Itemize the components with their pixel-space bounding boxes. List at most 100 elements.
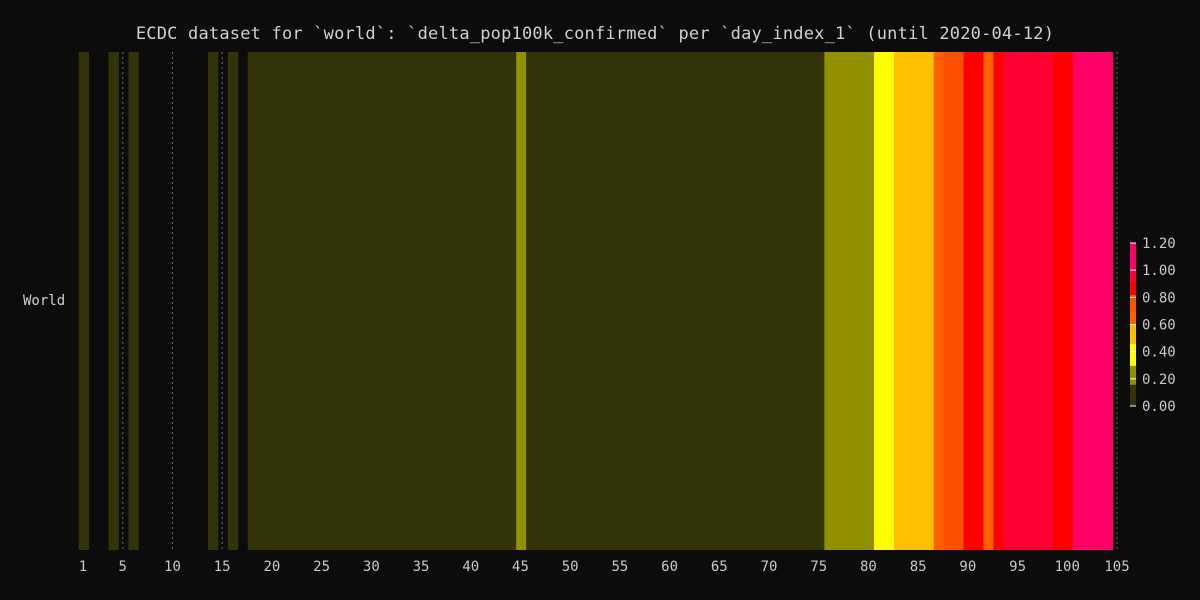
heatmap-cell-day-89 [953, 52, 964, 550]
heatmap-cell-day-4 [108, 52, 119, 550]
heatmap-cell-day-71 [774, 52, 785, 550]
colorbar-segment [1130, 332, 1136, 336]
heatmap-cell-day-52 [585, 52, 597, 550]
x-tick-label: 55 [611, 559, 628, 575]
heatmap-cell-day-14 [207, 52, 219, 550]
heatmap-cell-day-84 [903, 52, 915, 550]
colorbar-tick-label: 0.60 [1142, 318, 1176, 334]
heatmap-cell-day-26 [327, 52, 338, 550]
heatmap-cell-day-60 [665, 52, 676, 550]
x-tick-label: 50 [562, 559, 579, 575]
colorbar-segment [1130, 359, 1136, 364]
colorbar-segment [1130, 362, 1136, 366]
heatmap-cell-day-100 [1062, 52, 1074, 550]
colorbar-segment [1130, 343, 1136, 347]
colorbar-segment [1130, 243, 1136, 247]
x-tick-label: 25 [313, 559, 330, 575]
heatmap-cell-day-32 [386, 52, 398, 550]
colorbar-segment [1130, 340, 1136, 345]
colorbar-segment [1130, 297, 1136, 301]
heatmap-cell-day-48 [545, 52, 557, 550]
colorbar-segment [1130, 291, 1136, 296]
heatmap-cell-day-40 [466, 52, 477, 550]
colorbar-segment [1130, 289, 1136, 293]
heatmap-cell-day-33 [396, 52, 408, 550]
heatmap-cell-day-73 [794, 52, 805, 550]
heatmap-cell-day-86 [923, 52, 935, 550]
x-tick-label: 40 [462, 559, 479, 575]
x-tick-label: 30 [363, 559, 380, 575]
heatmap-cell-day-90 [963, 52, 974, 550]
colorbar-segment [1130, 267, 1136, 271]
colorbar-segment [1130, 248, 1136, 252]
heatmap-cell-day-102 [1082, 52, 1094, 550]
colorbar-segment [1130, 351, 1136, 355]
colorbar: 0.00 0.20 0.40 0.60 0.80 1.00 1.20 [1130, 236, 1176, 415]
heatmap-cell-day-24 [307, 52, 318, 550]
heatmap-cell-day-31 [376, 52, 388, 550]
heatmap-cell-day-98 [1043, 52, 1054, 550]
heatmap-cell-day-61 [675, 52, 686, 550]
heatmap-cell-day-94 [1003, 52, 1014, 550]
heatmap-cell-day-53 [595, 52, 607, 550]
heatmap-cell-day-75 [814, 52, 825, 550]
x-tick-label: 5 [119, 559, 127, 575]
heatmap-cell-day-58 [645, 52, 656, 550]
heatmap-cell-day-29 [357, 52, 368, 550]
x-tick-label: 100 [1055, 559, 1080, 575]
heatmap-cell-day-37 [436, 52, 447, 550]
heatmap-cell-day-42 [486, 52, 497, 550]
x-tick-label: 85 [910, 559, 927, 575]
colorbar-segment [1130, 305, 1136, 309]
colorbar-segment [1130, 283, 1136, 287]
x-tick-label: 80 [860, 559, 877, 575]
heatmap-cell-day-23 [297, 52, 308, 550]
heatmap-cell-day-41 [476, 52, 487, 550]
colorbar-segment [1130, 278, 1136, 282]
colorbar-segment [1130, 253, 1136, 258]
dotted-guides [122, 52, 1118, 550]
heatmap-cell-day-67 [734, 52, 746, 550]
heatmap-cell-day-69 [754, 52, 766, 550]
heatmap-cell-day-92 [983, 52, 994, 550]
colorbar-segment [1130, 321, 1136, 325]
heatmap-cell-day-81 [874, 52, 885, 550]
x-tick-label: 15 [214, 559, 231, 575]
colorbar-segment [1130, 275, 1136, 279]
colorbar-tick-label: 0.80 [1142, 290, 1176, 306]
heatmap-cell-day-38 [446, 52, 457, 550]
colorbar-segment [1130, 403, 1136, 407]
heatmap-cell-day-21 [277, 52, 288, 550]
colorbar-segment [1130, 365, 1136, 369]
heatmap-cell-day-103 [1092, 52, 1104, 550]
colorbar-segment [1130, 335, 1136, 339]
heatmap-cells [78, 52, 1114, 550]
heatmap-cell-day-70 [764, 52, 776, 550]
heatmap-cell-day-46 [526, 52, 537, 550]
heatmap-cell-day-68 [744, 52, 756, 550]
heatmap-cell-day-1 [78, 52, 90, 550]
colorbar-segment [1130, 348, 1136, 353]
heatmap-cell-day-22 [287, 52, 298, 550]
colorbar-segment [1130, 272, 1136, 277]
heatmap-cell-day-83 [893, 52, 905, 550]
colorbar-segment [1130, 392, 1136, 396]
x-tick-label: 105 [1104, 559, 1129, 575]
colorbar-segment [1130, 259, 1136, 263]
heatmap-cell-day-39 [456, 52, 467, 550]
colorbar-segment [1130, 400, 1136, 404]
heatmap-cell-day-77 [834, 52, 845, 550]
heatmap-cell-day-85 [913, 52, 925, 550]
heatmap-cell-day-49 [555, 52, 567, 550]
colorbar-segment [1130, 386, 1136, 391]
heatmap-cell-day-20 [267, 52, 278, 550]
colorbar-segment [1130, 310, 1136, 315]
heatmap-cell-day-62 [685, 52, 696, 550]
heatmap-cell-day-19 [257, 52, 268, 550]
heatmap-cell-day-45 [516, 52, 527, 550]
colorbar-segment [1130, 384, 1136, 388]
heatmap-cell-day-16 [227, 52, 239, 550]
colorbar-tick-label: 0.00 [1142, 399, 1176, 415]
colorbar-segment [1130, 397, 1136, 402]
